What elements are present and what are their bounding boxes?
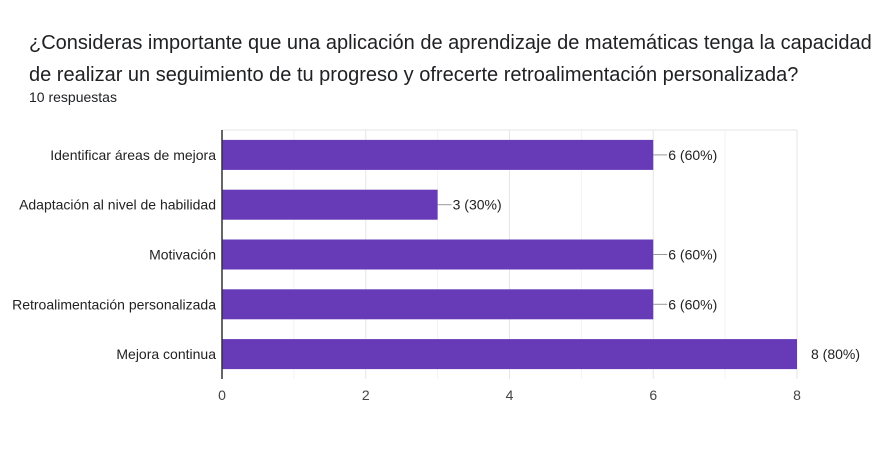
bar — [222, 189, 438, 220]
data-label: 6 (60%) — [668, 147, 717, 163]
category-label: Adaptación al nivel de habilidad — [19, 197, 216, 213]
x-tick-label: 4 — [506, 387, 514, 403]
bars — [222, 139, 797, 370]
x-tick-label: 6 — [649, 387, 657, 403]
category-label: Retroalimentación personalizada — [12, 296, 216, 312]
labels: Identificar áreas de mejora 6 (60%) Adapta… — [12, 147, 860, 403]
bar — [222, 239, 654, 270]
x-tick-label: 2 — [362, 387, 370, 403]
x-tick-label: 8 — [793, 387, 801, 403]
question-title: ¿Consideras importante que una aplicació… — [29, 32, 872, 86]
x-tick-label: 0 — [218, 387, 226, 403]
category-label: Identificar áreas de mejora — [50, 147, 216, 163]
category-label: Mejora continua — [116, 346, 216, 362]
data-label: 6 (60%) — [668, 296, 717, 312]
bar — [222, 289, 654, 320]
data-label: 8 (80%) — [811, 346, 860, 362]
response-count: 10 respuestas — [29, 89, 117, 105]
data-label: 6 (60%) — [668, 247, 717, 263]
bar — [222, 139, 654, 170]
category-label: Motivación — [149, 247, 216, 263]
bar — [222, 339, 797, 370]
data-label: 3 (30%) — [453, 197, 502, 213]
